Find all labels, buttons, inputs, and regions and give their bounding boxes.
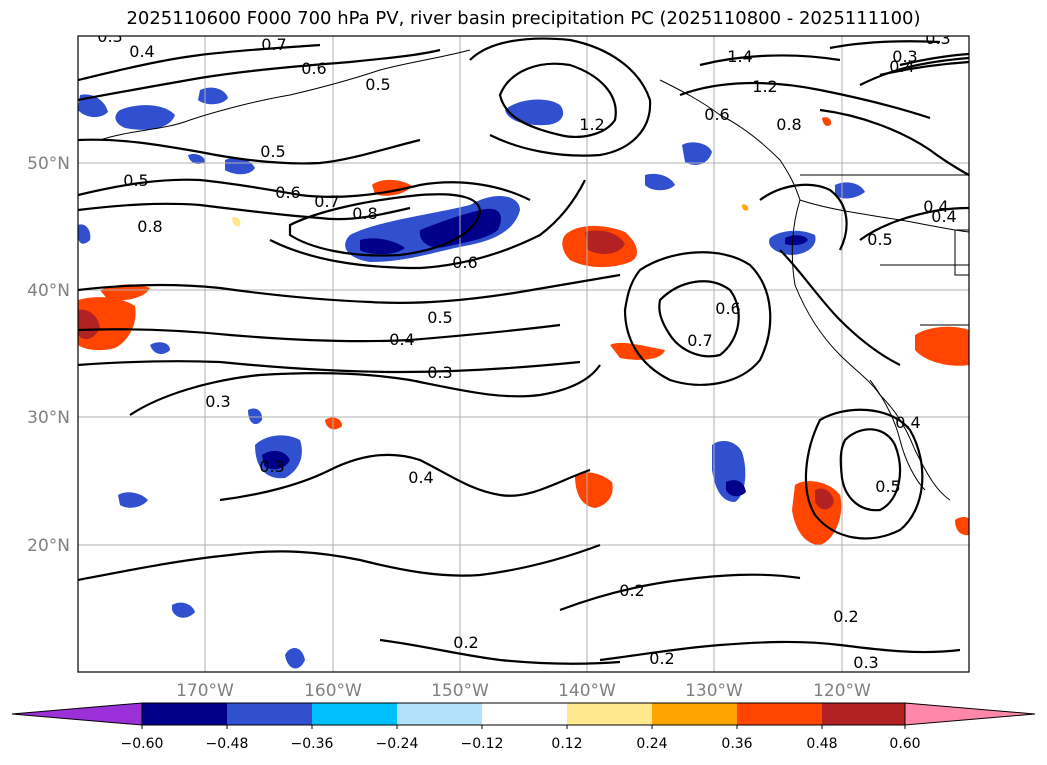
colorbar-tick-label: 0.24 — [636, 736, 667, 752]
contour-label: 0.5 — [427, 308, 452, 327]
contour-label: 0.3 — [97, 27, 122, 46]
colorbar-tick-label: 0.48 — [806, 736, 837, 752]
contour-label: 0.5 — [123, 171, 148, 190]
longitude-labels: 170°W 160°W 150°W 140°W 130°W 120°W — [176, 681, 871, 701]
contour-label: 0.7 — [687, 331, 712, 350]
contour-label: 0.7 — [261, 35, 286, 54]
colorbar-tick-label: −0.48 — [206, 736, 249, 752]
negative-precip-areas — [78, 87, 865, 669]
contour-label: 0.2 — [649, 649, 674, 668]
colorbar-tick-label: −0.24 — [376, 736, 419, 752]
lon-label-140w: 140°W — [558, 681, 616, 701]
contour-label: 0.4 — [923, 197, 948, 216]
colorbar-segment — [312, 703, 397, 725]
contour-label: 0.7 — [314, 192, 339, 211]
latitude-labels: 50°N 40°N 30°N 20°N — [27, 154, 70, 556]
colorbar-tick-label: 0.36 — [721, 736, 752, 752]
lon-label-150w: 150°W — [431, 681, 489, 701]
colorbar-ticks — [141, 725, 906, 729]
contour-label: 1.2 — [579, 115, 604, 134]
contour-labels: 0.3 0.4 0.7 0.6 0.5 0.5 0.5 0.6 0.7 0.8 … — [97, 27, 956, 672]
contour-label: 0.2 — [453, 633, 478, 652]
colorbar-segment — [652, 703, 737, 725]
contour-label: 0.2 — [833, 607, 858, 626]
lon-label-130w: 130°W — [685, 681, 743, 701]
chart-title: 2025110600 F000 700 hPa PV, river basin … — [126, 8, 921, 29]
contour-label: 0.6 — [715, 299, 740, 318]
colorbar-tick-label: −0.60 — [121, 736, 164, 752]
contour-label: 0.6 — [275, 183, 300, 202]
map-background — [78, 36, 969, 672]
lon-label-160w: 160°W — [304, 681, 362, 701]
colorbar-tick-label: 0.12 — [551, 736, 582, 752]
colorbar-segment — [822, 703, 905, 725]
contour-label: 0.5 — [260, 142, 285, 161]
contour-label: 0.2 — [619, 581, 644, 600]
contour-label: 0.8 — [352, 204, 377, 223]
contour-label: 0.4 — [389, 330, 414, 349]
lon-label-120w: 120°W — [813, 681, 871, 701]
contour-label: 0.3 — [892, 47, 917, 66]
contour-label: 0.8 — [776, 115, 801, 134]
colorbar-segment — [227, 703, 312, 725]
contour-label: 0.3 — [205, 392, 230, 411]
colorbar-tick-label: −0.12 — [461, 736, 504, 752]
map-content: 0.3 0.4 0.7 0.6 0.5 0.5 0.5 0.6 0.7 0.8 … — [78, 27, 969, 672]
contour-label: 0.5 — [875, 477, 900, 496]
contour-label: 0.5 — [365, 75, 390, 94]
lon-label-170w: 170°W — [176, 681, 234, 701]
colorbar-segment — [142, 703, 227, 725]
colorbar-tick-label: −0.36 — [291, 736, 334, 752]
contour-label: 0.3 — [925, 29, 950, 48]
lat-label-40n: 40°N — [27, 281, 70, 301]
gridlines — [78, 36, 969, 672]
contour-label: 0.4 — [129, 42, 154, 61]
colorbar-max-extend — [904, 702, 1036, 726]
colorbar-min-extend — [11, 702, 143, 726]
contour-label: 0.5 — [867, 230, 892, 249]
colorbar-segment — [397, 703, 482, 725]
contour-label: 1.2 — [752, 77, 777, 96]
map-frame — [77, 35, 970, 673]
contour-label: 0.6 — [704, 105, 729, 124]
contour-label: 0.6 — [301, 59, 326, 78]
colorbar-segment — [567, 703, 652, 725]
contour-label: 0.3 — [427, 363, 452, 382]
contour-label: 0.3 — [259, 457, 284, 476]
colorbar: −0.60 −0.48 −0.36 −0.24 −0.12 0.12 0.24 … — [11, 702, 1036, 752]
colorbar-tick-label: 0.60 — [889, 736, 920, 752]
lat-label-20n: 20°N — [27, 536, 70, 556]
contour-label: 0.8 — [137, 217, 162, 236]
colorbar-segment — [482, 703, 567, 725]
contour-label: 0.4 — [931, 207, 956, 226]
contour-label: 0.3 — [853, 653, 878, 672]
lat-label-30n: 30°N — [27, 408, 70, 428]
colorbar-segment — [737, 703, 822, 725]
lat-label-50n: 50°N — [27, 154, 70, 174]
contour-label: 0.4 — [889, 57, 914, 76]
contour-label: 1.4 — [727, 47, 752, 66]
pv-contours — [78, 37, 969, 665]
contour-label: 0.4 — [895, 413, 920, 432]
contour-label: 0.6 — [452, 253, 477, 272]
contour-label: 0.4 — [408, 468, 433, 487]
